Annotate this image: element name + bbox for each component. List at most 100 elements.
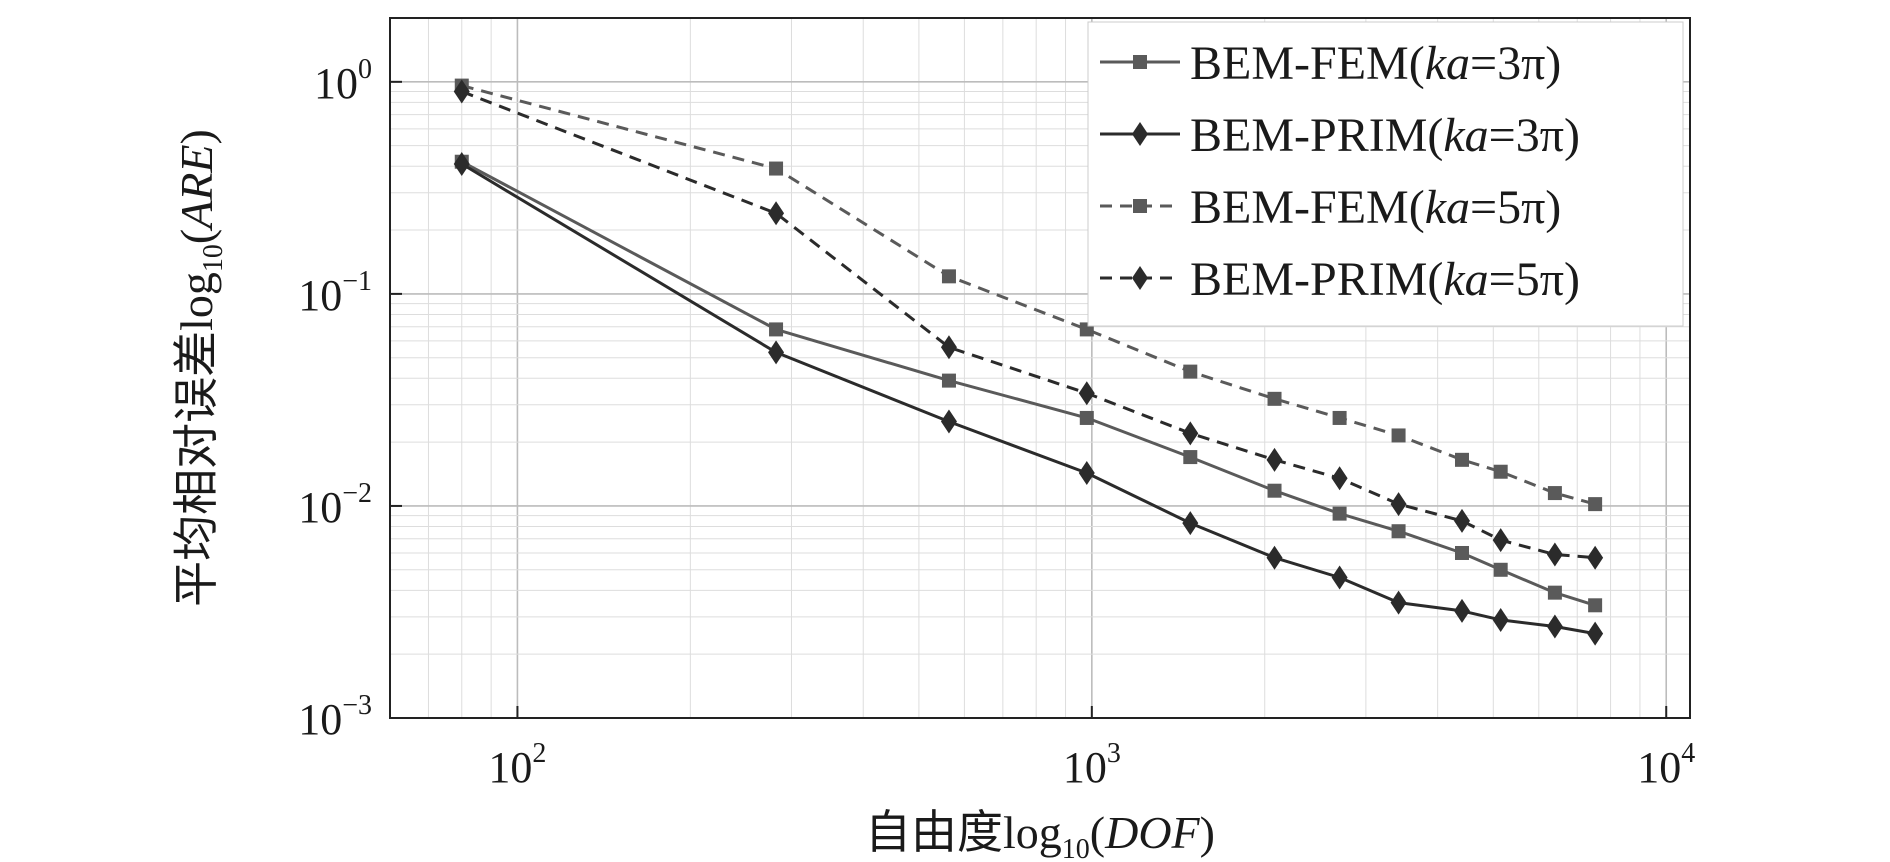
data-point bbox=[1391, 524, 1406, 539]
legend-label-var: ka bbox=[1425, 37, 1470, 90]
data-point bbox=[941, 373, 956, 388]
legend-label: BEM-FEM(ka=3π) bbox=[1190, 37, 1561, 90]
series-3 bbox=[454, 78, 1603, 512]
series-line bbox=[461, 90, 1596, 560]
data-point bbox=[1390, 590, 1407, 615]
x-axis-label-sub: 10 bbox=[1062, 834, 1090, 862]
legend-marker bbox=[1132, 266, 1148, 290]
data-point bbox=[941, 269, 956, 284]
data-point bbox=[1332, 506, 1347, 521]
data-point bbox=[1390, 492, 1407, 517]
data-point bbox=[1183, 364, 1198, 379]
x-tick-base: 10 bbox=[488, 743, 532, 792]
legend-label-prefix: BEM-PRIM( bbox=[1190, 109, 1443, 162]
data-point bbox=[1391, 428, 1406, 443]
legend-label-suffix: =5π) bbox=[1489, 253, 1580, 306]
x-tick-exponent: 2 bbox=[532, 738, 546, 769]
data-point bbox=[1588, 598, 1603, 613]
data-point bbox=[940, 335, 957, 360]
data-point bbox=[1453, 598, 1470, 623]
legend-label: BEM-PRIM(ka=3π) bbox=[1190, 109, 1580, 162]
data-point bbox=[940, 409, 957, 434]
y-tick-label: 10−1 bbox=[298, 266, 372, 320]
legend-marker bbox=[1133, 199, 1147, 213]
x-tick-label: 102 bbox=[488, 738, 546, 792]
x-axis-label-main: 自由度log bbox=[865, 807, 1062, 858]
data-point bbox=[1078, 461, 1095, 486]
legend-label: BEM-PRIM(ka=5π) bbox=[1190, 253, 1580, 306]
x-axis-label: 自由度log10(DOF) bbox=[865, 807, 1215, 862]
data-point bbox=[1453, 508, 1470, 533]
data-point bbox=[1493, 464, 1508, 479]
data-point bbox=[1546, 542, 1563, 567]
data-point bbox=[768, 340, 785, 365]
legend-label-suffix: =5π) bbox=[1470, 181, 1561, 234]
legend-label-var: ka bbox=[1425, 181, 1470, 234]
data-point bbox=[769, 161, 784, 176]
y-tick-label: 100 bbox=[314, 54, 372, 108]
legend-label: BEM-FEM(ka=5π) bbox=[1190, 181, 1561, 234]
data-point bbox=[1267, 483, 1282, 498]
x-tick-label: 104 bbox=[1637, 738, 1695, 792]
legend-marker bbox=[1132, 122, 1148, 146]
legend-label-suffix: =3π) bbox=[1489, 109, 1580, 162]
data-point bbox=[1493, 562, 1508, 577]
data-point bbox=[1492, 607, 1509, 632]
x-tick-base: 10 bbox=[1063, 743, 1107, 792]
y-tick-label: 10−3 bbox=[298, 690, 372, 744]
legend-marker bbox=[1133, 55, 1147, 69]
data-point bbox=[1183, 450, 1198, 465]
data-point bbox=[1078, 381, 1095, 406]
x-tick-exponent: 3 bbox=[1107, 738, 1121, 769]
y-tick-exponent: −2 bbox=[342, 478, 372, 509]
data-point bbox=[1492, 528, 1509, 553]
data-point bbox=[453, 79, 470, 104]
y-axis-label-sub: 10 bbox=[198, 244, 229, 272]
series-line bbox=[461, 160, 1596, 607]
data-point bbox=[1588, 497, 1603, 512]
data-point bbox=[1266, 447, 1283, 472]
y-axis-label-open: ( bbox=[171, 229, 222, 244]
series-2 bbox=[453, 151, 1604, 646]
data-point bbox=[1546, 614, 1563, 639]
data-point bbox=[1182, 511, 1199, 536]
legend-label-suffix: =3π) bbox=[1470, 37, 1561, 90]
x-tick-exponent: 4 bbox=[1681, 738, 1695, 769]
y-tick-base: 10 bbox=[298, 483, 342, 532]
x-axis-label-var: DOF bbox=[1104, 807, 1200, 858]
y-tick-base: 10 bbox=[298, 271, 342, 320]
series-layer bbox=[453, 78, 1604, 646]
data-point bbox=[1331, 565, 1348, 590]
legend-label-prefix: BEM-FEM( bbox=[1190, 37, 1425, 90]
series-4 bbox=[453, 79, 1604, 570]
legend-label-prefix: BEM-PRIM( bbox=[1190, 253, 1443, 306]
legend-label-var: ka bbox=[1443, 253, 1488, 306]
data-point bbox=[1547, 585, 1562, 600]
x-tick-label: 103 bbox=[1063, 738, 1121, 792]
data-point bbox=[1332, 410, 1347, 425]
legend-box bbox=[1087, 21, 1684, 327]
y-axis-label-var: ARE bbox=[171, 144, 222, 231]
y-axis-label: 平均相对误差log10(ARE) bbox=[171, 129, 229, 607]
data-point bbox=[768, 201, 785, 226]
y-tick-base: 10 bbox=[314, 59, 358, 108]
y-tick-exponent: −3 bbox=[342, 690, 372, 721]
y-tick-exponent: 0 bbox=[358, 54, 372, 85]
data-point bbox=[1331, 466, 1348, 491]
data-point bbox=[1266, 545, 1283, 570]
data-point bbox=[1547, 486, 1562, 501]
data-point bbox=[1587, 621, 1604, 646]
legend: BEM-FEM(ka=3π)BEM-PRIM(ka=3π)BEM-FEM(ka=… bbox=[1087, 21, 1684, 327]
data-point bbox=[453, 151, 470, 176]
data-point bbox=[769, 322, 784, 337]
series-line bbox=[461, 84, 1596, 506]
y-axis-label-close: ) bbox=[171, 129, 222, 144]
data-point bbox=[1587, 545, 1604, 570]
data-point bbox=[1454, 545, 1469, 560]
x-axis-label-close: ) bbox=[1200, 807, 1215, 858]
data-point bbox=[1267, 391, 1282, 406]
series-line bbox=[461, 162, 1596, 636]
y-tick-exponent: −1 bbox=[342, 266, 372, 297]
x-axis-label-open: ( bbox=[1090, 807, 1105, 858]
